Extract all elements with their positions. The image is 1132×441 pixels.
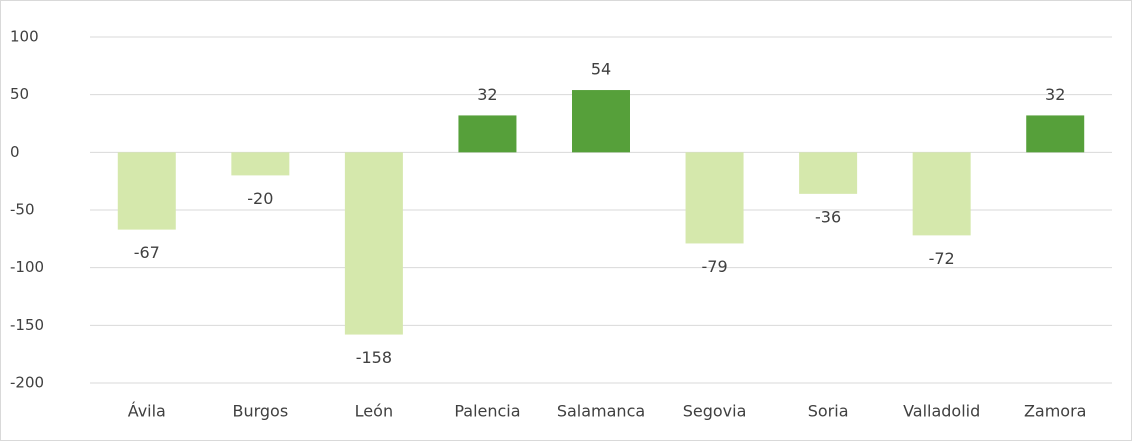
y-tick-label: -50 [10, 201, 35, 219]
bar [1026, 115, 1085, 153]
bar [685, 152, 744, 244]
bar [344, 152, 403, 335]
bar [458, 115, 517, 153]
data-label: 32 [1045, 85, 1065, 104]
x-tick-label: Soria [808, 402, 849, 421]
bar [799, 152, 858, 194]
x-tick-label: León [355, 402, 393, 421]
bar [912, 152, 971, 236]
data-label: -36 [815, 207, 841, 226]
y-tick-label: 100 [10, 28, 39, 46]
bar [572, 90, 630, 153]
data-label: 32 [477, 85, 497, 104]
x-tick-label: Valladolid [903, 402, 980, 421]
y-tick-label: -100 [10, 258, 44, 276]
data-label: -72 [929, 249, 955, 268]
data-label: 54 [591, 60, 611, 79]
data-label: -67 [134, 243, 160, 262]
y-tick-label: 0 [10, 143, 20, 161]
y-tick-label: 50 [10, 85, 29, 103]
data-label: -20 [247, 189, 273, 208]
x-tick-label: Palencia [454, 402, 520, 421]
y-tick-label: -200 [10, 374, 44, 392]
x-tick-label: Segovia [683, 402, 747, 421]
bar [231, 152, 290, 176]
y-tick-label: -150 [10, 316, 44, 334]
x-tick-label: Salamanca [557, 402, 645, 421]
x-tick-label: Burgos [232, 402, 288, 421]
x-tick-label: Ávila [128, 402, 166, 421]
data-label: -158 [356, 348, 392, 367]
data-label: -79 [701, 257, 727, 276]
bar [117, 152, 176, 230]
x-tick-label: Zamora [1024, 402, 1087, 421]
